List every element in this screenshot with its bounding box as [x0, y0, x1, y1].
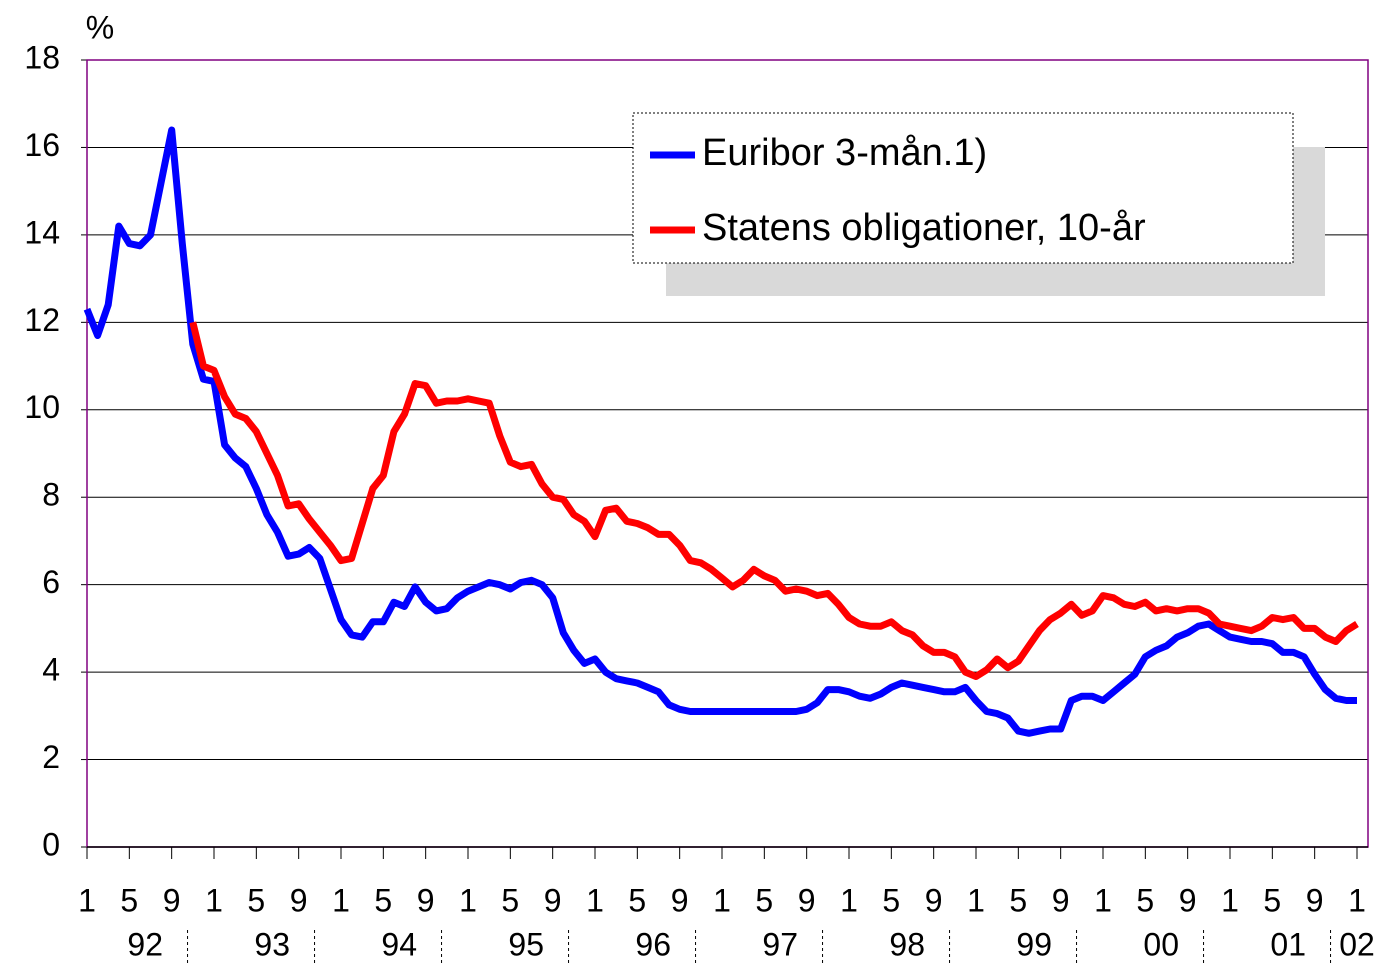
- legend-label: Statens obligationer, 10-år: [702, 207, 1146, 249]
- y-tick-label: 12: [24, 302, 60, 338]
- x-tick-label: 1: [459, 882, 477, 918]
- y-tick-label: 2: [42, 739, 60, 775]
- series-line: [189, 321, 1359, 680]
- x-tick-label: 1: [840, 882, 858, 918]
- x-tick-label: 1: [967, 882, 985, 918]
- x-tick-label: 9: [544, 882, 562, 918]
- year-label: 01: [1270, 926, 1306, 962]
- x-tick-label: 5: [247, 882, 265, 918]
- x-tick-label: 9: [1306, 882, 1324, 918]
- year-label: 93: [254, 926, 290, 962]
- x-tick-label: 9: [925, 882, 943, 918]
- year-label: 98: [889, 926, 925, 962]
- y-tick-label: 0: [42, 826, 60, 862]
- x-tick-label: 1: [586, 882, 604, 918]
- legend-label: Euribor 3-mån.1): [702, 132, 987, 174]
- y-unit-label: %: [86, 9, 114, 45]
- year-label: 02: [1339, 926, 1375, 962]
- x-tick-label: 1: [78, 882, 96, 918]
- x-tick-label: 9: [671, 882, 689, 918]
- x-tick-label: 9: [417, 882, 435, 918]
- legend-box: [632, 112, 1294, 264]
- x-tick-label: 9: [1179, 882, 1197, 918]
- x-tick-label: 5: [501, 882, 519, 918]
- x-tick-label: 5: [1263, 882, 1281, 918]
- y-tick-label: 18: [24, 39, 60, 75]
- y-tick-label: 4: [42, 652, 60, 688]
- x-tick-label: 5: [755, 882, 773, 918]
- year-label: 92: [127, 926, 163, 962]
- x-tick-label: 1: [332, 882, 350, 918]
- series-line: [83, 126, 1357, 737]
- x-tick-label: 1: [1094, 882, 1112, 918]
- year-label: 95: [508, 926, 544, 962]
- year-label: 99: [1016, 926, 1052, 962]
- x-tick-label: 5: [374, 882, 392, 918]
- y-tick-label: 14: [24, 214, 60, 250]
- x-tick-label: 5: [628, 882, 646, 918]
- year-label: 96: [635, 926, 671, 962]
- year-label: 00: [1143, 926, 1179, 962]
- x-tick-label: 1: [1348, 882, 1366, 918]
- y-tick-label: 16: [24, 127, 60, 163]
- x-tick-label: 5: [120, 882, 138, 918]
- x-tick-label: 1: [713, 882, 731, 918]
- x-tick-label: 9: [1052, 882, 1070, 918]
- x-tick-label: 1: [205, 882, 223, 918]
- x-tick-label: 1: [1221, 882, 1239, 918]
- y-tick-label: 6: [42, 564, 60, 600]
- year-label: 97: [762, 926, 798, 962]
- y-tick-label: 10: [24, 389, 60, 425]
- x-tick-label: 9: [290, 882, 308, 918]
- x-tick-label: 9: [163, 882, 181, 918]
- year-label: 94: [381, 926, 417, 962]
- y-tick-label: 8: [42, 477, 60, 513]
- x-tick-label: 9: [798, 882, 816, 918]
- x-tick-label: 5: [1009, 882, 1027, 918]
- x-tick-label: 5: [882, 882, 900, 918]
- x-tick-label: 5: [1136, 882, 1154, 918]
